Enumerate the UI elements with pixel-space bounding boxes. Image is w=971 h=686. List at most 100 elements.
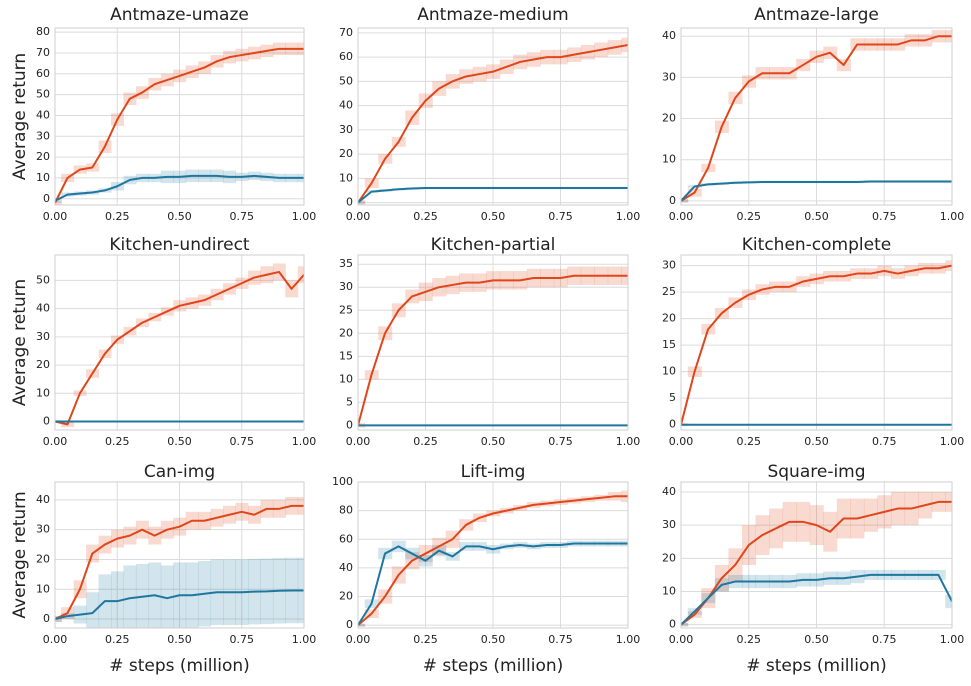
series-line	[681, 573, 952, 626]
confidence-band	[123, 565, 137, 628]
x-tick-label: 1.00	[292, 210, 317, 223]
x-tick-label: 0.00	[43, 435, 68, 448]
subplot-title: Kitchen-complete	[742, 235, 891, 255]
plot-frame	[680, 27, 953, 206]
y-tick-label: 20	[339, 326, 353, 339]
x-tick-label: 0.75	[548, 435, 573, 448]
x-tick-label: 0.50	[804, 210, 829, 223]
subplot: 0 10 20 30 40 50 0.00 0.25 0.50 0.75 1.00 Kitchen-u…	[10, 235, 316, 448]
x-tick-label: 1.00	[292, 633, 317, 646]
y-tick-label: 30	[36, 523, 50, 536]
y-tick-label: 0	[43, 612, 50, 625]
y-tick-label: 30	[662, 259, 676, 272]
plot-content	[681, 30, 952, 203]
y-tick-label: 5	[346, 395, 353, 408]
x-tick-label: 0.75	[230, 435, 255, 448]
plot-frame	[680, 481, 953, 629]
subplot: 0 10 20 30 40 50 60 70 80 0.00 0.25 0.50 0.75 1.00 Ant…	[10, 5, 316, 223]
series-line	[55, 47, 304, 204]
y-tick-label: 30	[36, 330, 50, 343]
confidence-band	[358, 201, 366, 204]
x-tick-label: 1.00	[616, 210, 641, 223]
plot-content	[55, 42, 304, 205]
y-tick-label: 0	[43, 415, 50, 428]
plot-content	[358, 490, 628, 627]
x-tick-label: 0.25	[105, 633, 130, 646]
y-tick-label: 50	[339, 74, 353, 87]
x-tick-label: 0.25	[105, 210, 130, 223]
x-tick-label: 0.00	[43, 633, 68, 646]
y-tick-label: 0	[669, 618, 676, 631]
y-tick-label: 0	[346, 196, 353, 209]
x-tick-label: 0.50	[167, 633, 192, 646]
x-tick-label: 0.50	[167, 210, 192, 223]
y-tick-label: 10	[36, 582, 50, 595]
plot-frame	[54, 254, 305, 431]
series-line	[358, 274, 628, 426]
x-tick-label: 0.00	[346, 435, 371, 448]
series-line	[55, 504, 304, 620]
subplot-title: Kitchen-partial	[431, 235, 556, 255]
subplot-title: Antmaze-umaze	[110, 5, 249, 25]
x-tick-label: 0.00	[346, 210, 371, 223]
y-tick-label: 0	[669, 418, 676, 431]
plot-content	[681, 260, 952, 427]
x-tick-label: 0.25	[737, 210, 762, 223]
y-tick-label: 60	[36, 67, 50, 80]
y-tick-label: 30	[36, 129, 50, 142]
y-tick-label: 5	[669, 391, 676, 404]
series-line	[55, 174, 304, 202]
y-tick-label: 20	[36, 358, 50, 371]
y-tick-label: 0	[346, 418, 353, 431]
confidence-band	[111, 571, 124, 628]
y-tick-label: 50	[36, 88, 50, 101]
plot-content	[681, 491, 952, 627]
plot-frame	[680, 254, 953, 431]
y-tick-label: 10	[36, 171, 50, 184]
subplot: 0 5 10 15 20 25 30 0.00 0.25 0.50 0.75 1.00 Kitchen-…	[662, 235, 964, 448]
y-tick-label: 40	[339, 561, 353, 574]
subplot: 0 10 20 30 40 0.00 0.25 0.50 0.75 1.00 Square-img #…	[662, 462, 964, 676]
y-tick-label: 15	[339, 349, 353, 362]
confidence-band	[358, 200, 366, 205]
subplot: 0 10 20 30 40 50 60 70 0.00 0.25 0.50 0.75 1.00 Antma…	[339, 5, 640, 223]
y-tick-label: 70	[339, 26, 353, 39]
subplot: 0 5 10 15 20 25 30 35 0.00 0.25 0.50 0.75 1.00 Kitche…	[339, 235, 640, 448]
x-tick-label: 0.25	[413, 210, 438, 223]
y-tick-label: 100	[332, 475, 353, 488]
x-tick-label: 0.75	[230, 210, 255, 223]
y-tick-label: 20	[36, 552, 50, 565]
confidence-band	[681, 198, 689, 203]
x-tick-label: 0.00	[669, 210, 694, 223]
y-tick-label: 25	[662, 285, 676, 298]
x-axis-label: # steps (million)	[423, 656, 564, 676]
y-axis-label: Average return	[10, 53, 30, 180]
x-tick-label: 0.25	[737, 633, 762, 646]
x-tick-label: 0.00	[669, 633, 694, 646]
y-tick-label: 10	[339, 171, 353, 184]
x-tick-label: 0.75	[230, 633, 255, 646]
y-tick-label: 60	[339, 532, 353, 545]
x-tick-label: 0.75	[548, 210, 573, 223]
series-line	[681, 35, 952, 202]
series-line	[55, 589, 304, 621]
plot-frame	[357, 254, 629, 431]
x-tick-label: 0.25	[413, 435, 438, 448]
y-tick-label: 20	[662, 551, 676, 564]
plot-frame	[357, 481, 629, 629]
y-tick-label: 40	[339, 99, 353, 112]
confidence-band	[55, 198, 62, 203]
y-tick-label: 30	[662, 70, 676, 83]
x-tick-label: 0.25	[413, 633, 438, 646]
subplot-title: Antmaze-large	[754, 5, 879, 25]
y-tick-label: 35	[339, 257, 353, 270]
y-tick-label: 40	[662, 485, 676, 498]
confidence-band	[358, 623, 366, 627]
x-tick-label: 0.50	[481, 435, 506, 448]
series-line	[681, 180, 952, 202]
plot-frame	[54, 481, 305, 629]
plot-frame	[54, 27, 305, 206]
x-tick-label: 0.25	[737, 435, 762, 448]
y-tick-label: 30	[339, 280, 353, 293]
